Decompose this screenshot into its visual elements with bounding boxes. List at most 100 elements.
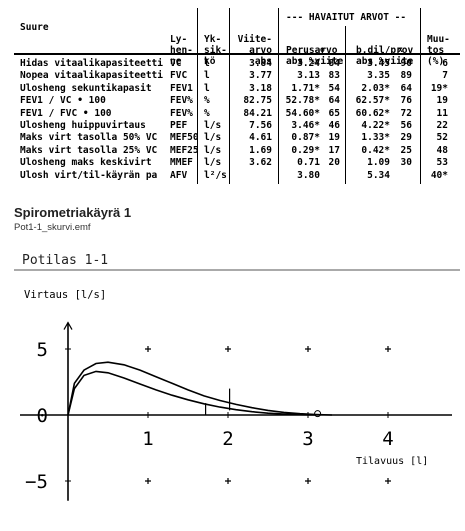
reference-cross-marker bbox=[385, 478, 391, 484]
column-divider bbox=[345, 26, 346, 184]
column-divider bbox=[278, 8, 279, 184]
table-cell-change: 48 bbox=[436, 144, 448, 156]
table-cell-name: FEV1 / FVC • 100 bbox=[20, 107, 112, 119]
table-cell-abbr: AFV bbox=[170, 169, 188, 181]
table-cell-base-pct: 19 bbox=[328, 132, 340, 144]
table-cell-unit: l/s bbox=[204, 120, 222, 131]
reference-cross-marker bbox=[225, 478, 231, 484]
table-cell-post-abs: 1.09 bbox=[367, 157, 390, 169]
table-cell-abbr: MEF25 bbox=[170, 144, 199, 156]
y-tick-label: −5 bbox=[25, 471, 48, 493]
header-bdil-prov: b.dil/prov abs %viite bbox=[356, 45, 414, 67]
x-axis-label: Tilavuus [l] bbox=[356, 456, 428, 467]
table-cell-name: Maks virt tasolla 50% VC bbox=[20, 132, 158, 144]
table-cell-name: Ulosheng maks keskivirt bbox=[20, 157, 152, 169]
flow-volume-curve-2 bbox=[67, 370, 317, 416]
table-cell-abbr: MEF50 bbox=[170, 132, 199, 144]
table-cell-abbr: FEV% bbox=[170, 107, 193, 119]
table-cell-post-pct: 56 bbox=[400, 120, 412, 131]
table-cell-change: 11 bbox=[436, 107, 448, 119]
flow-volume-curve-1 bbox=[67, 361, 333, 416]
table-cell-post-abs: 5.34 bbox=[367, 169, 390, 181]
header-perusarvo: Perusarvo abs %viite bbox=[286, 45, 344, 67]
table-cell-change: 19 bbox=[436, 95, 448, 107]
table-cell-unit: l/s bbox=[204, 157, 222, 169]
spirometry-results-table: Suure Ly-hen-ne Yk-sik-kö Viite-arvo abs … bbox=[0, 0, 465, 190]
table-cell-base-abs: 0.29* bbox=[291, 144, 320, 156]
table-cell-base-pct: 84 bbox=[328, 58, 340, 69]
table-cell-post-pct: 29 bbox=[400, 132, 412, 144]
table-cell-base-pct: 54 bbox=[328, 82, 340, 94]
header-lyhenne: Ly-hen-ne bbox=[170, 34, 193, 67]
header-suure: Suure bbox=[20, 22, 49, 33]
table-cell-change: 53 bbox=[436, 157, 448, 169]
table-cell-post-abs: 60.62* bbox=[355, 107, 390, 119]
table-cell-abbr: PEF bbox=[170, 120, 188, 131]
table-cell-unit: % bbox=[204, 95, 210, 107]
y-axis-label: Virtaus [l/s] bbox=[24, 289, 106, 301]
table-cell-abbr: FEV% bbox=[170, 95, 193, 107]
table-cell-post-pct: 76 bbox=[400, 95, 412, 107]
table-cell-post-abs: 1.33* bbox=[361, 132, 390, 144]
table-cell-post-abs: 2.03* bbox=[361, 82, 390, 94]
table-cell-unit: l bbox=[204, 58, 210, 69]
table-cell-post-abs: 3.45 bbox=[367, 58, 390, 69]
table-cell-post-pct: 72 bbox=[400, 107, 412, 119]
column-divider bbox=[420, 8, 421, 184]
base-end-marker-circle bbox=[314, 410, 322, 418]
table-cell-ref: 7.56 bbox=[249, 120, 272, 131]
table-cell-post-pct: 64 bbox=[400, 82, 412, 94]
reference-cross-marker bbox=[385, 346, 391, 352]
table-cell-ref: 4.61 bbox=[249, 132, 272, 144]
table-cell-change: 19* bbox=[430, 82, 448, 94]
table-cell-post-abs: 62.57* bbox=[355, 95, 390, 107]
table-cell-change: 6 bbox=[442, 58, 448, 69]
table-cell-base-pct: 46 bbox=[328, 120, 340, 131]
chart-title: Potilas 1-1 bbox=[22, 253, 108, 268]
x-tick-label: 4 bbox=[382, 428, 393, 450]
reference-cross-marker bbox=[145, 346, 151, 352]
table-cell-change: 40* bbox=[430, 169, 448, 181]
table-cell-unit: % bbox=[204, 107, 210, 119]
table-cell-name: Ulosheng sekuntikapasit bbox=[20, 82, 152, 94]
table-cell-base-abs: 3.80 bbox=[297, 169, 320, 181]
table-cell-post-abs: 0.42* bbox=[361, 144, 390, 156]
header-viitearvo: Viite-arvo abs bbox=[237, 34, 272, 67]
reference-cross-marker bbox=[145, 478, 151, 484]
table-cell-ref: 1.69 bbox=[249, 144, 272, 156]
table-cell-base-pct: 17 bbox=[328, 144, 340, 156]
table-cell-unit: l/s bbox=[204, 132, 222, 144]
column-divider bbox=[229, 8, 230, 184]
table-cell-base-pct: 20 bbox=[328, 157, 340, 169]
reference-cross-marker bbox=[225, 346, 231, 352]
reference-cross-marker bbox=[305, 478, 311, 484]
table-cell-name: Ulosheng huippuvirtaus bbox=[20, 120, 146, 131]
y-axis-arrow bbox=[63, 321, 73, 330]
header-yksikko: Yk-sik-kö bbox=[204, 34, 227, 67]
table-cell-base-abs: 54.60* bbox=[285, 107, 320, 119]
table-cell-base-abs: 3.24 bbox=[297, 58, 320, 69]
table-cell-name: Hidas vitaalikapasiteetti bbox=[20, 58, 163, 69]
reference-cross-marker bbox=[305, 346, 311, 352]
table-cell-base-pct: 65 bbox=[328, 107, 340, 119]
table-cell-base-abs: 0.87* bbox=[291, 132, 320, 144]
post-marker-x: x bbox=[398, 45, 403, 54]
chart-caption-title: Spirometriakäyrä 1 bbox=[14, 205, 132, 220]
column-divider bbox=[197, 8, 198, 184]
chart-caption-filename: Pot1-1_skurvi.emf bbox=[14, 222, 91, 233]
table-cell-post-abs: 4.22* bbox=[361, 120, 390, 131]
table-cell-base-pct: 83 bbox=[328, 70, 340, 82]
x-tick-label: 2 bbox=[222, 428, 233, 450]
table-cell-abbr: MMEF bbox=[170, 157, 193, 169]
x-tick-label: 3 bbox=[302, 428, 313, 450]
table-cell-ref: 3.84 bbox=[249, 58, 272, 69]
table-cell-ref: 3.77 bbox=[249, 70, 272, 82]
table-cell-base-abs: 1.71* bbox=[291, 82, 320, 94]
table-cell-name: Ulosh virt/til-käyrän pa bbox=[20, 169, 158, 181]
table-cell-base-abs: 3.46* bbox=[291, 120, 320, 131]
table-cell-base-abs: 0.71 bbox=[297, 157, 320, 169]
base-marker-circle: o bbox=[320, 45, 325, 54]
table-cell-post-pct: 89 bbox=[400, 70, 412, 82]
y-tick-label: 5 bbox=[37, 339, 48, 361]
table-cell-base-abs: 52.78* bbox=[285, 95, 320, 107]
